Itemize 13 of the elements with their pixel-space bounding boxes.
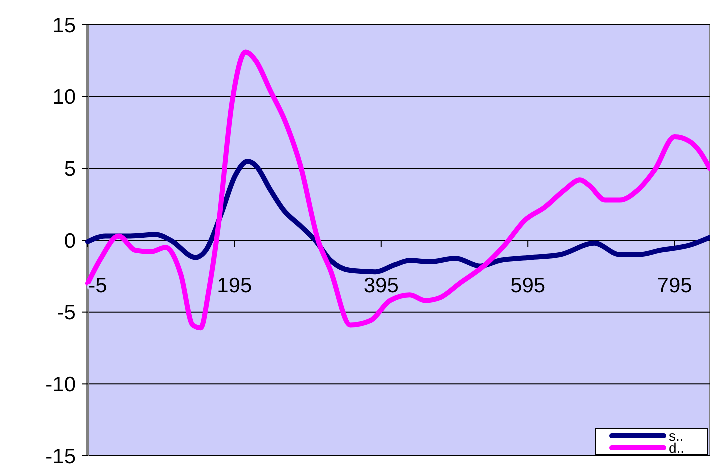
y-tick-label: -15	[46, 445, 76, 468]
y-tick-label: -5	[57, 302, 76, 325]
x-tick-label: 195	[217, 274, 252, 298]
x-tick-label: 595	[510, 274, 546, 298]
y-tick-label: -10	[46, 374, 76, 397]
x-tick-label: 395	[364, 274, 399, 298]
y-tick-label: 0	[64, 230, 76, 253]
x-tick-label: 795	[657, 274, 692, 298]
y-tick-label: 5	[64, 158, 76, 182]
y-tick-label: 15	[52, 14, 76, 38]
y-tick-label: 10	[52, 86, 76, 110]
legend-label: s..	[669, 428, 684, 444]
x-tick-label: -5	[88, 274, 108, 298]
